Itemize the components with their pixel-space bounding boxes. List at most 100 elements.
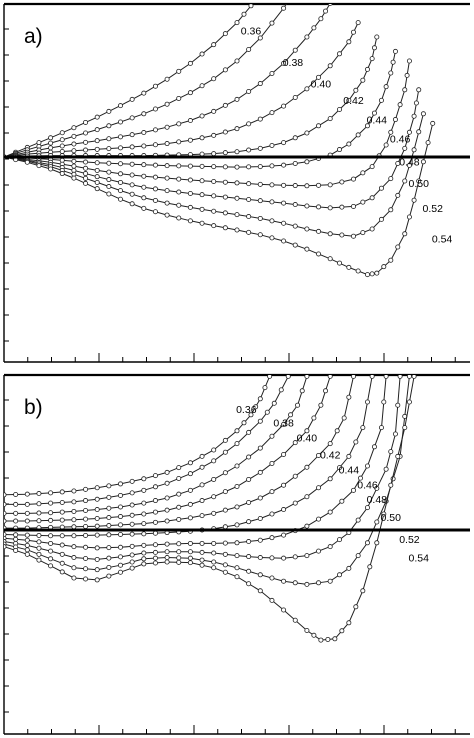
data-point xyxy=(281,60,287,66)
data-point xyxy=(337,106,343,112)
data-point xyxy=(325,636,331,642)
data-point xyxy=(292,183,298,189)
data-point xyxy=(71,508,77,514)
data-point xyxy=(59,542,65,548)
series-0.42 xyxy=(4,20,361,160)
data-point xyxy=(355,517,361,523)
data-point xyxy=(83,507,89,513)
data-point xyxy=(106,483,112,489)
data-point xyxy=(187,60,193,66)
data-point xyxy=(71,488,77,494)
data-point xyxy=(246,164,252,170)
data-point xyxy=(129,115,135,121)
data-point xyxy=(269,142,275,148)
data-point xyxy=(316,452,322,458)
data-point xyxy=(234,504,240,510)
data-point xyxy=(83,576,89,582)
data-point xyxy=(94,114,100,120)
data-point xyxy=(24,491,30,497)
data-point xyxy=(360,199,366,205)
data-point xyxy=(395,244,401,250)
data-point xyxy=(176,516,182,522)
data-point xyxy=(152,530,158,536)
data-point xyxy=(176,215,182,221)
data-point xyxy=(71,565,77,571)
data-point xyxy=(299,388,305,394)
data-point xyxy=(48,140,54,146)
data-point xyxy=(164,175,170,181)
data-point xyxy=(257,215,263,221)
data-point xyxy=(176,555,182,561)
data-point xyxy=(164,124,170,130)
data-point xyxy=(211,540,217,546)
data-point xyxy=(316,251,322,257)
data-point xyxy=(402,425,408,431)
series-label: 0.46 xyxy=(357,479,378,491)
data-point xyxy=(4,492,7,498)
data-point xyxy=(257,145,263,151)
data-point xyxy=(339,628,345,634)
data-point xyxy=(199,513,205,519)
data-point xyxy=(269,218,275,224)
data-point xyxy=(187,560,193,566)
data-point xyxy=(374,270,380,276)
data-point xyxy=(164,555,170,561)
data-point xyxy=(397,102,403,108)
data-point xyxy=(187,515,193,521)
data-point xyxy=(369,271,375,277)
data-point xyxy=(199,498,205,504)
data-point xyxy=(164,480,170,486)
data-point xyxy=(364,463,370,469)
data-point xyxy=(281,182,287,188)
data-point xyxy=(411,375,417,379)
data-point xyxy=(246,568,252,574)
data-point xyxy=(141,561,147,567)
data-point xyxy=(118,562,124,568)
series-0.38 xyxy=(4,4,287,160)
data-point xyxy=(176,465,182,471)
data-point xyxy=(364,399,370,405)
data-point xyxy=(292,202,298,208)
data-point xyxy=(353,87,359,93)
data-point xyxy=(222,194,228,200)
data-point xyxy=(378,97,384,103)
data-point xyxy=(199,83,205,89)
data-point xyxy=(234,441,240,447)
data-point xyxy=(269,555,275,561)
data-point xyxy=(269,489,275,495)
data-point xyxy=(339,204,345,210)
data-point xyxy=(406,214,412,220)
data-point xyxy=(36,501,42,507)
data-point xyxy=(187,460,193,466)
data-point xyxy=(234,522,240,528)
data-point xyxy=(118,134,124,140)
data-point xyxy=(129,531,135,537)
data-point xyxy=(118,171,124,177)
data-point xyxy=(222,524,228,530)
data-point xyxy=(406,399,412,405)
data-point xyxy=(222,210,228,216)
data-point xyxy=(59,569,65,575)
data-point xyxy=(388,482,394,488)
data-point xyxy=(246,46,252,52)
data-point xyxy=(187,137,193,143)
data-point xyxy=(222,569,228,575)
data-point xyxy=(281,607,287,613)
data-point xyxy=(13,536,19,542)
data-point xyxy=(337,537,343,543)
data-point xyxy=(71,575,77,581)
data-point xyxy=(176,202,182,208)
data-point xyxy=(83,544,89,550)
data-point xyxy=(71,158,77,164)
data-point xyxy=(71,163,77,169)
data-point xyxy=(71,148,77,154)
data-point xyxy=(271,400,277,406)
series-0.50 xyxy=(4,375,403,562)
data-point xyxy=(141,205,147,211)
series-label: 0.48 xyxy=(367,494,388,506)
data-point xyxy=(187,218,193,224)
data-point xyxy=(316,516,322,522)
data-point xyxy=(199,206,205,212)
data-point xyxy=(94,523,100,529)
data-point xyxy=(199,178,205,184)
